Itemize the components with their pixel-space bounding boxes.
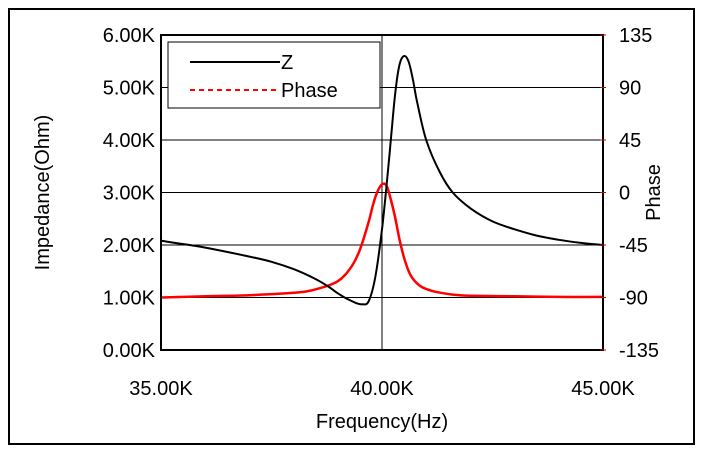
x-tick-label: 45.00K <box>571 378 635 400</box>
tick-layer: 0.00K 1.00K 2.00K 3.00K 4.00K 5.00K 6.00K -135 -… <box>103 25 659 400</box>
y-axis-label: Impedance(Ohm) <box>32 115 54 271</box>
y-tick-label: 0.00K <box>103 340 156 362</box>
y2-tick-label: -90 <box>619 288 648 310</box>
legend-label-phase: Phase <box>281 80 338 102</box>
y2-tick-label: 135 <box>619 25 652 47</box>
series-layer <box>160 54 604 306</box>
y2-tick-label: 45 <box>619 130 641 152</box>
y2-tick-label: 90 <box>619 78 641 100</box>
y2-axis-label: Phase <box>643 164 665 221</box>
y-tick-label: 4.00K <box>103 130 156 152</box>
y2-tick-label: 0 <box>619 183 630 205</box>
legend-box <box>167 41 381 109</box>
x-axis-label: Frequency(Hz) <box>316 411 448 433</box>
x-tick-label: 35.00K <box>129 378 193 400</box>
series-line-z <box>160 54 604 306</box>
y-tick-label: 3.00K <box>103 183 156 205</box>
y-tick-label: 2.00K <box>103 235 156 257</box>
series-line-phase <box>160 182 604 299</box>
y-tick-label: 5.00K <box>103 78 156 100</box>
y2-tick-label: -135 <box>619 340 659 362</box>
y2-tick-label: -45 <box>619 235 648 257</box>
legend: Z Phase <box>167 41 381 109</box>
x-tick-label: 40.00K <box>350 378 414 400</box>
legend-label-z: Z <box>281 52 293 74</box>
y-tick-label: 6.00K <box>103 25 156 47</box>
y-tick-label: 1.00K <box>103 288 156 310</box>
